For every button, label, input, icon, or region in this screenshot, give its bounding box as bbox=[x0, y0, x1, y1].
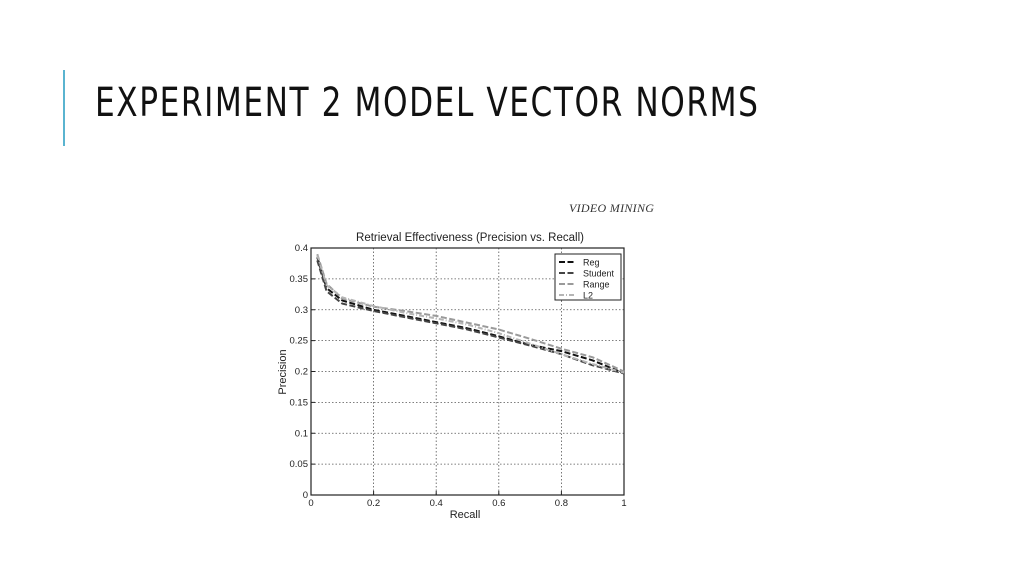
chart-grid bbox=[311, 248, 624, 495]
series-lines bbox=[316, 253, 625, 375]
y-tick-label: 0.4 bbox=[295, 243, 308, 254]
y-tick-label: 0.05 bbox=[290, 459, 309, 470]
y-tick-label: 0 bbox=[303, 490, 308, 501]
x-tick-label: 0 bbox=[308, 498, 313, 509]
series-line-l2 bbox=[316, 255, 625, 374]
slide-title: EXPERIMENT 2 MODEL VECTOR NORMS bbox=[95, 80, 760, 126]
x-axis-label: Recall bbox=[450, 509, 481, 521]
x-tick-label: 1 bbox=[621, 498, 626, 509]
x-tick-label: 0.8 bbox=[555, 498, 568, 509]
legend-label-reg: Reg bbox=[583, 258, 600, 268]
series-line-reg bbox=[316, 257, 625, 375]
y-tick-label: 0.2 bbox=[295, 367, 308, 378]
x-tick-label: 0.6 bbox=[492, 498, 505, 509]
figure-header-note: VIDEO MINING bbox=[569, 201, 655, 215]
x-tick-label: 0.4 bbox=[430, 498, 443, 509]
y-tick-label: 0.3 bbox=[295, 305, 308, 316]
title-accent-bar bbox=[63, 70, 65, 146]
legend-label-range: Range bbox=[583, 280, 610, 290]
y-tick-label: 0.25 bbox=[290, 336, 309, 347]
legend-label-student: Student bbox=[583, 269, 615, 279]
series-line-range bbox=[316, 253, 625, 373]
y-axis-label: Precision bbox=[277, 349, 289, 394]
y-tick-label: 0.15 bbox=[290, 397, 309, 408]
legend-box bbox=[554, 253, 622, 301]
y-tick-label: 0.1 bbox=[295, 428, 308, 439]
x-tick-label: 0.2 bbox=[367, 498, 380, 509]
axis-ticks: 0 0.2 0.4 0.6 0.8 1 0 0.05 0.1 0.15 0.2 0.25 0.3 0.35… bbox=[290, 243, 627, 509]
legend-label-l2: L2 bbox=[583, 291, 593, 301]
y-tick-label: 0.35 bbox=[290, 274, 309, 285]
chart-title: Retrieval Effectiveness (Precision vs. R… bbox=[356, 232, 584, 244]
